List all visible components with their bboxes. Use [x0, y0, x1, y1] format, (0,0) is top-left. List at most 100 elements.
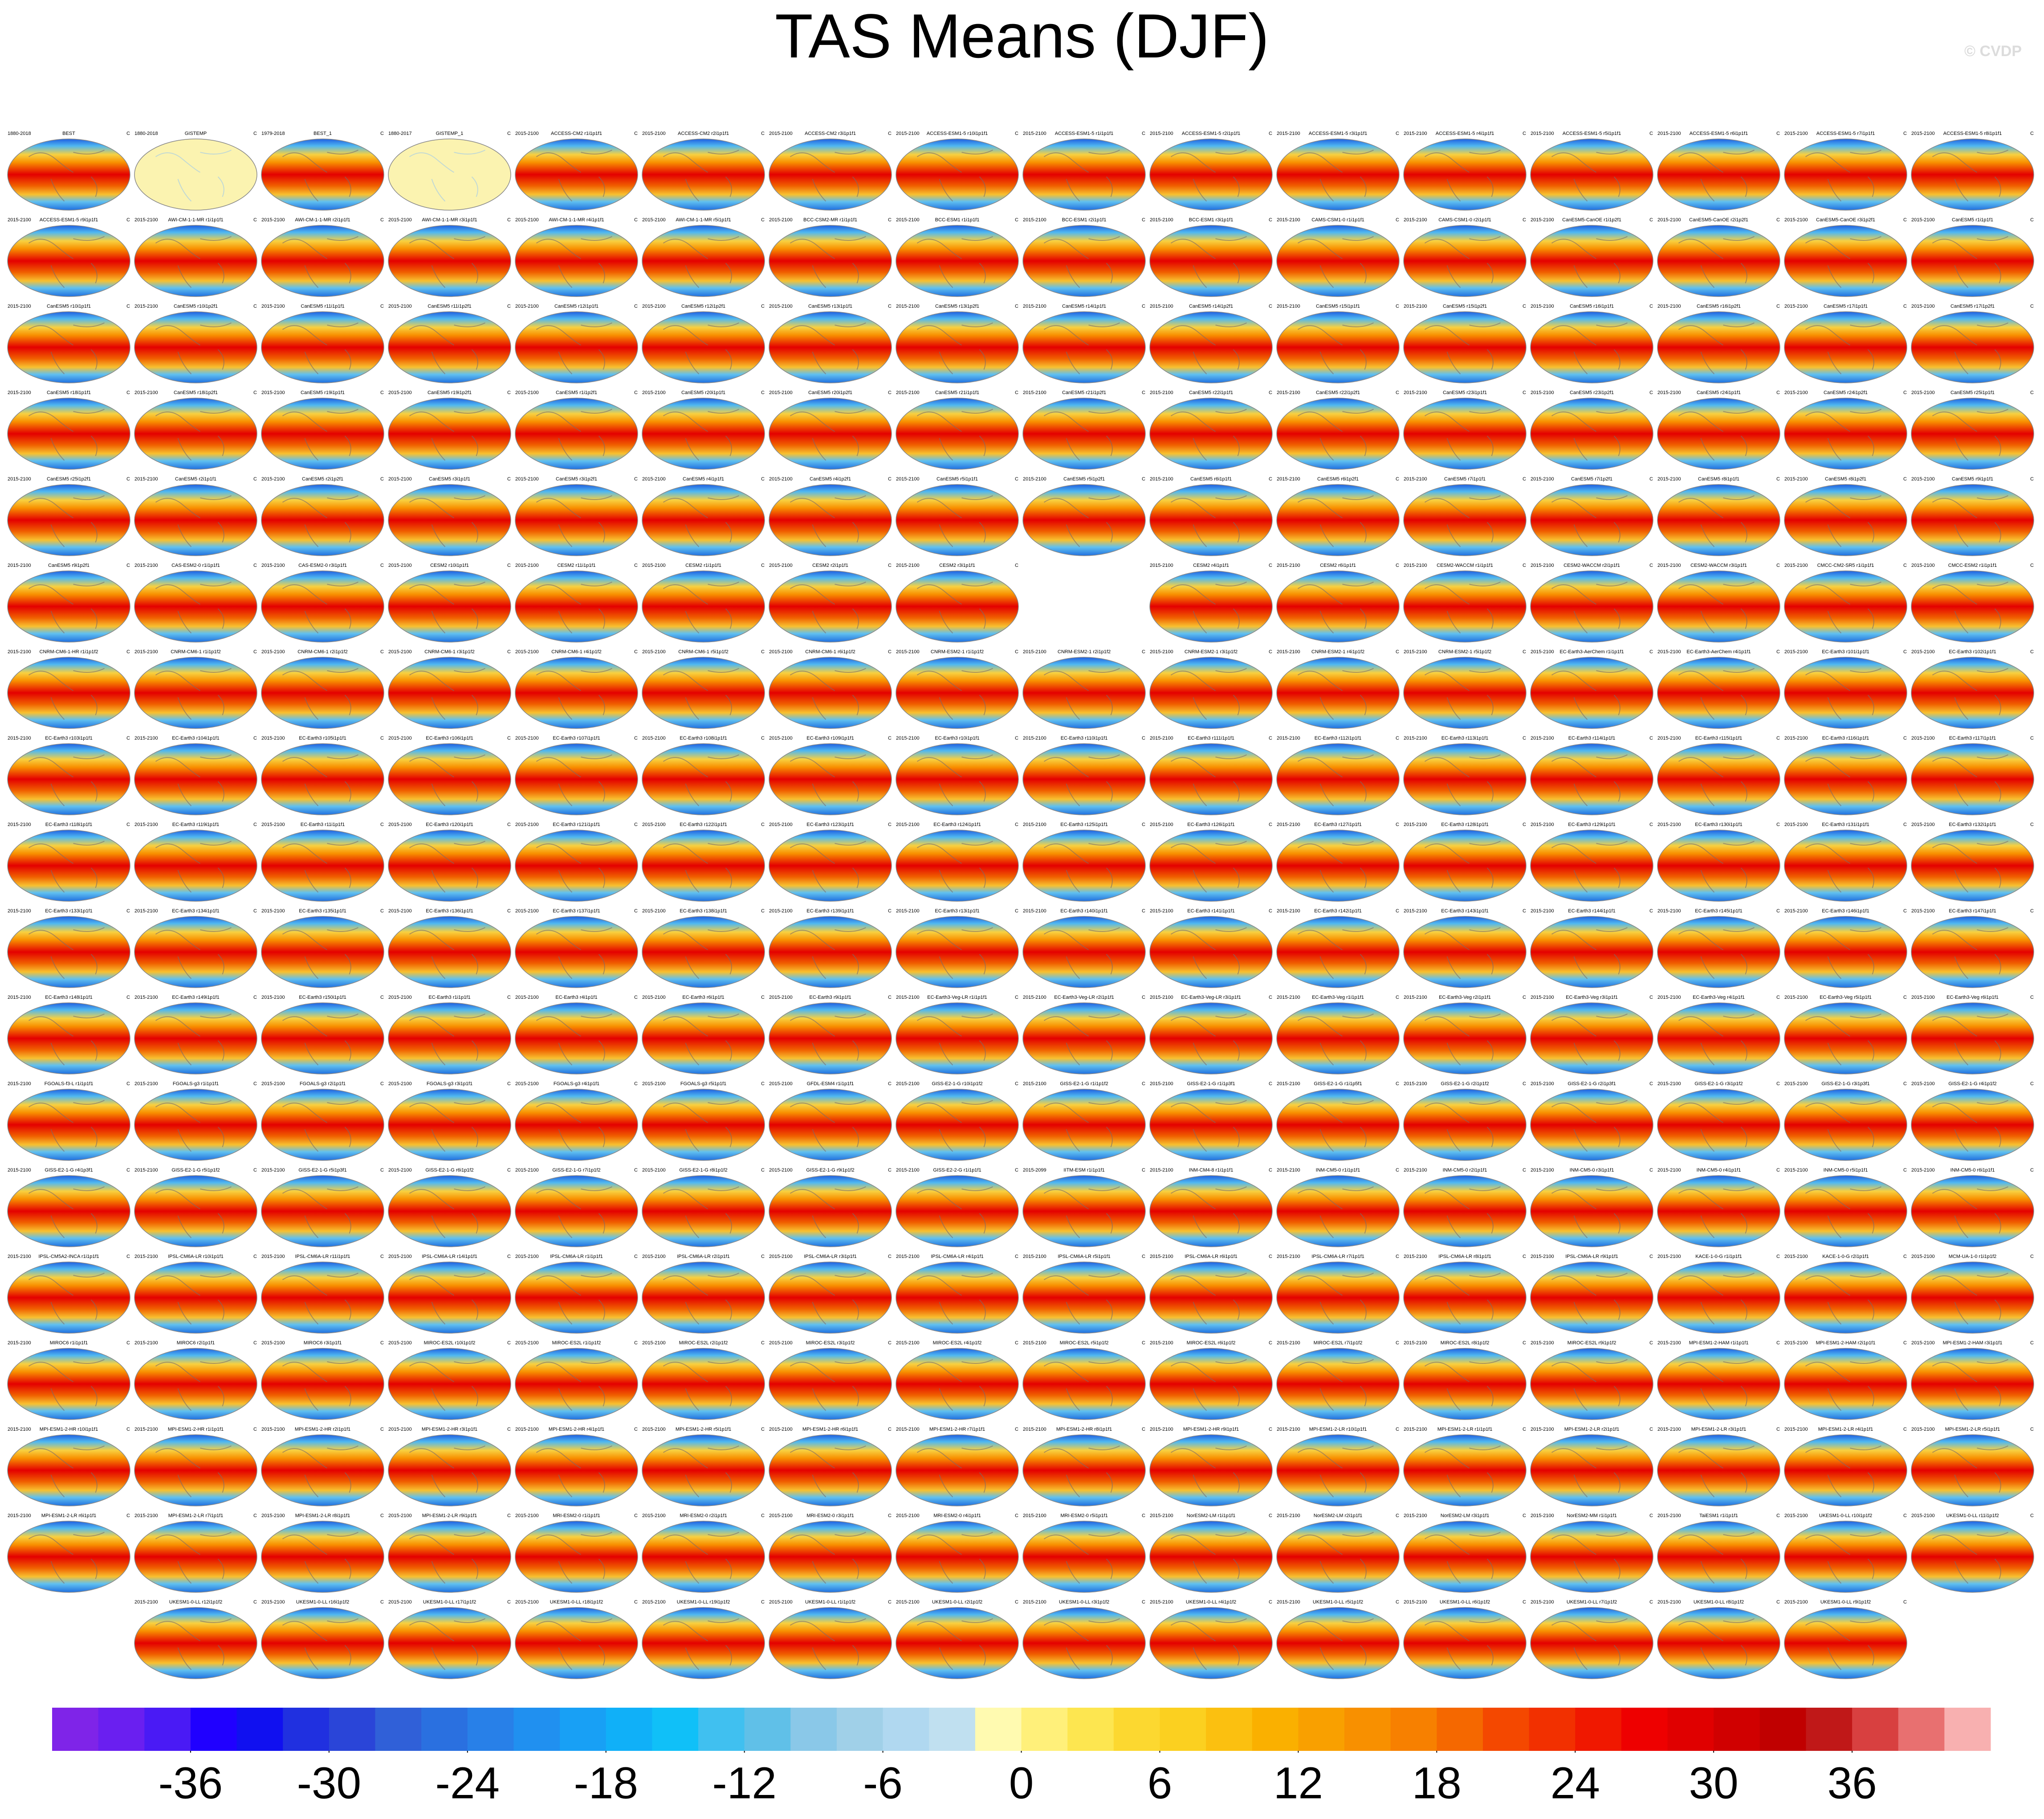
- panel-period: 2015-2100: [1531, 1081, 1554, 1087]
- map: [1149, 1521, 1273, 1593]
- panel-period: 2015-2100: [896, 822, 920, 827]
- map: [896, 570, 1019, 643]
- panel-period: 2015-2100: [1911, 995, 1935, 1000]
- map: [769, 398, 892, 470]
- map: [1403, 1521, 1527, 1593]
- map-panel: 2015-2100 CAS-ESM2-0 r1i1p1f1 C: [134, 563, 257, 643]
- map-panel: 2015-2100 ACCESS-CM2 r2i1p1f1 C: [642, 131, 765, 211]
- panel-period: 2015-2100: [1023, 1599, 1046, 1605]
- coastline: [790, 495, 866, 547]
- panel-units: C: [1142, 1081, 1145, 1087]
- panel-units: C: [888, 1254, 892, 1259]
- panel-units: C: [634, 1168, 638, 1173]
- map-panel: 2015-2100 AWI-CM-1-1-MR r3i1p1f1 C: [388, 217, 511, 297]
- map-panel: 2015-2100 GISS-E2-1-G r2i1p3f1 C: [1530, 1081, 1653, 1161]
- coastline: [916, 582, 993, 634]
- panel-period: 2015-2100: [261, 1340, 285, 1346]
- map-panel: 2015-2100 CNRM-ESM2-1 r2i1p1f2 C: [1022, 649, 1146, 729]
- coastline: [28, 1273, 105, 1325]
- coastline: [1678, 1013, 1755, 1066]
- panel-title: CanESM5 r6i1p1f1: [1190, 476, 1232, 482]
- coastline: [1932, 927, 2008, 979]
- panel-title: CanESM5 r13i1p2f1: [935, 304, 979, 309]
- map-panel: 2015-2100 ACCESS-ESM1-5 r7i1p1f1 C: [1784, 131, 1907, 211]
- panel-title: EC-Earth3 r101i1p1f1: [1822, 649, 1869, 655]
- map-panel: 2015-2100 CanESM5 r5i1p2f1 C: [1022, 476, 1146, 556]
- map-panel: 2015-2100 EC-Earth3 r106i1p1f1 C: [388, 736, 511, 815]
- panel-period: 2015-2100: [1150, 1599, 1173, 1605]
- map: [261, 743, 384, 815]
- map-panel: 2015-2100 GFDL-ESM4 r1i1p1f1 C: [769, 1081, 892, 1161]
- map: [134, 830, 257, 902]
- panel-period: 2015-2100: [388, 476, 412, 482]
- coastline: [790, 841, 866, 893]
- panel-period: 2015-2100: [515, 1513, 539, 1518]
- panel-title: MPI-ESM1-2-LR r5i1p1f1: [1945, 1427, 2000, 1432]
- coastline: [663, 1359, 739, 1411]
- colorbar-box: [1852, 1708, 1899, 1751]
- map: [261, 1607, 384, 1679]
- coastline: [282, 1273, 358, 1325]
- coastline: [1170, 150, 1247, 202]
- panel-title: CanESM5 r2i1p1f1: [175, 476, 216, 482]
- panel-period: 2015-2100: [1784, 390, 1808, 395]
- colorbar-tick-label: -24: [436, 1758, 500, 1808]
- panel-title: EC-Earth3 r143i1p1f1: [1441, 908, 1488, 914]
- map-panel: 2015-2100 INM-CM4-8 r1i1p1f1 C: [1149, 1168, 1273, 1247]
- panel-period: 2015-2100: [1657, 1513, 1681, 1518]
- coastline: [663, 322, 739, 374]
- colorbar-box: [698, 1708, 745, 1751]
- map: [769, 830, 892, 902]
- map: [1530, 570, 1653, 643]
- coastline: [155, 1532, 232, 1584]
- panel-units: C: [1903, 131, 1907, 136]
- map: [388, 1434, 511, 1506]
- panel-title: EC-Earth3 r112i1p1f1: [1315, 736, 1362, 741]
- map-panel: 2015-2100 UKESM1-0-LL r3i1p1f2 C: [1022, 1599, 1146, 1679]
- panel-units: C: [1523, 1168, 1526, 1173]
- panel-units: C: [507, 1599, 511, 1605]
- colorbar-tick-label: 30: [1689, 1758, 1739, 1808]
- panel-title: GISS-E2-1-G r4i1p1f2: [1948, 1081, 1996, 1087]
- map-panel: 2015-2100 MPI-ESM1-2-HR r1i1p1f1 C: [134, 1427, 257, 1506]
- map: [769, 916, 892, 988]
- panel-units: C: [126, 1254, 130, 1259]
- coastline: [1424, 1100, 1501, 1152]
- map-panel: 2015-2100 CAS-ESM2-0 r3i1p1f1 C: [261, 563, 384, 643]
- colorbar-box: [190, 1708, 237, 1751]
- panel-period: 2015-2100: [1404, 476, 1427, 482]
- panel-units: C: [1142, 1599, 1145, 1605]
- panel-title: EC-Earth3-Veg r2i1p1f1: [1439, 995, 1491, 1000]
- panel-units: C: [2030, 995, 2034, 1000]
- map: [515, 570, 638, 643]
- panel-units: C: [1269, 563, 1272, 568]
- panel-title: EC-Earth3 r108i1p1f1: [680, 736, 727, 741]
- map-panel: 1880-2017 GISTEMP_1 C: [388, 131, 511, 211]
- map: [1276, 1434, 1400, 1506]
- map-panel: 2015-2100 IPSL-CM6A-LR r1i1p1f1 C: [515, 1254, 638, 1334]
- map: [1657, 657, 1780, 729]
- coastline: [663, 1532, 739, 1584]
- map-panel: 2015-2100 EC-Earth3-Veg-LR r2i1p1f1 C: [1022, 995, 1146, 1074]
- panel-title: CanESM5 r10i1p2f1: [174, 304, 218, 309]
- panel-title: EC-Earth3-Veg r4i1p1f1: [1693, 995, 1745, 1000]
- coastline: [916, 927, 993, 979]
- panel-units: C: [1142, 217, 1145, 223]
- panel-period: 2015-2100: [388, 649, 412, 655]
- panel-units: C: [761, 822, 765, 827]
- panel-units: C: [507, 1340, 511, 1346]
- coastline: [663, 1618, 739, 1670]
- panel-units: C: [1776, 1168, 1780, 1173]
- map: [1022, 830, 1146, 902]
- panel-period: 2015-2100: [769, 995, 793, 1000]
- colorbar-box: [1898, 1708, 1945, 1751]
- panel-title: CanESM5 r1i1p2f1: [556, 390, 597, 395]
- map-panel: 2015-2100 INM-CM5-0 r4i1p1f1 C: [1657, 1168, 1780, 1247]
- watermark: © CVDP: [1964, 43, 2022, 60]
- map: [134, 484, 257, 556]
- map: [896, 743, 1019, 815]
- panel-title: MIROC-ES2L r4i1p1f2: [933, 1340, 982, 1346]
- map: [515, 830, 638, 902]
- coastline: [1297, 1359, 1374, 1411]
